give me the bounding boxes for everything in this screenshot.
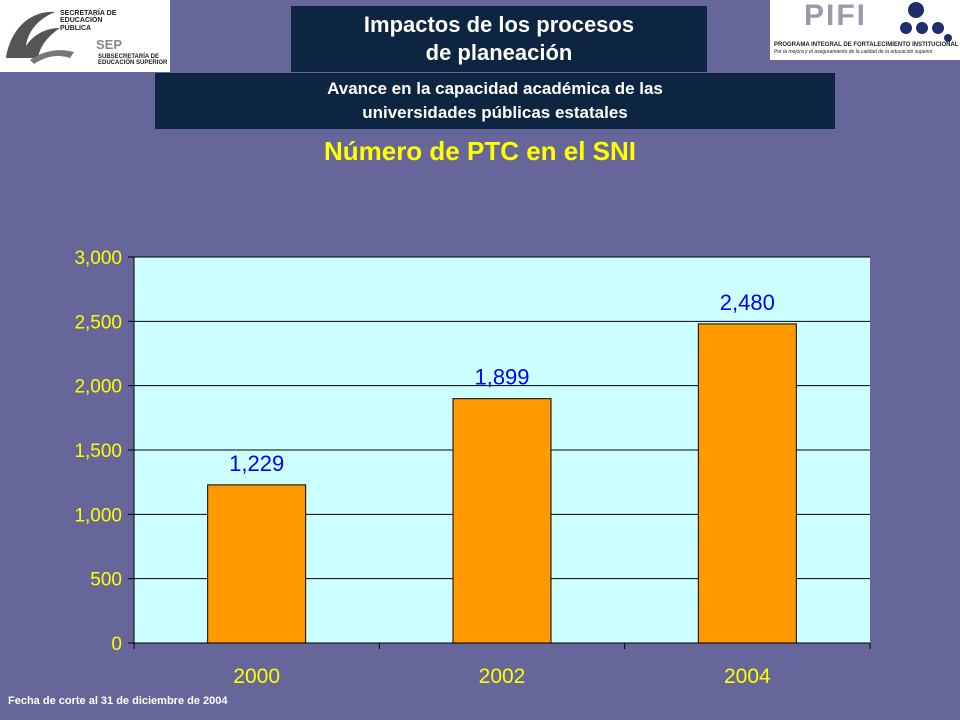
pifi-logo: PIFI PROGRAMA INTEGRAL DE FORTALECIMIENT… bbox=[770, 0, 960, 60]
sep-logo-line2: EDUCACIÓN bbox=[60, 17, 103, 25]
bar bbox=[207, 484, 307, 644]
sep-logo-mark: SEP bbox=[96, 37, 123, 52]
y-tick-label: 2,000 bbox=[74, 377, 122, 398]
eagle-emblem-icon bbox=[6, 11, 74, 64]
pifi-logo-mark: PIFI bbox=[804, 0, 868, 32]
slide-subtitle: Avance en la capacidad académica de las … bbox=[155, 73, 835, 129]
x-tick-label: 2000 bbox=[233, 665, 280, 688]
sep-logo-line3: PÚBLICA bbox=[60, 24, 92, 32]
chart-title: Número de PTC en el SNI bbox=[323, 136, 637, 166]
data-label: 2,480 bbox=[720, 290, 775, 315]
sep-logo-line5: EDUCACIÓN SUPERIOR bbox=[98, 60, 168, 67]
y-tick-label: 2,500 bbox=[74, 312, 122, 333]
pifi-logo-line2: Por la mejora y el aseguramiento de la c… bbox=[774, 49, 933, 55]
slide-title: Impactos de los procesos de planeación bbox=[291, 6, 707, 72]
y-tick-label: 1,000 bbox=[74, 505, 122, 526]
y-tick-label: 1,500 bbox=[74, 441, 122, 462]
dots-emblem-icon bbox=[900, 2, 952, 42]
slide-title-line2: de planeación bbox=[425, 40, 573, 65]
sep-logo: SECRETARÍA DE EDUCACIÓN PÚBLICA SEP SUBS… bbox=[0, 0, 170, 72]
footnote: Fecha de corte al 31 de diciembre de 200… bbox=[8, 695, 228, 707]
data-label: 1,229 bbox=[229, 451, 284, 476]
x-tick-label: 2002 bbox=[479, 665, 526, 688]
sep-logo-line4: SUBSECRETARÍA DE bbox=[98, 54, 160, 60]
pifi-logo-line1: PROGRAMA INTEGRAL DE FORTALECIMIENTO INS… bbox=[774, 42, 959, 48]
slide-title-line1: Impactos de los procesos bbox=[363, 12, 635, 37]
sep-logo-line1: SECRETARÍA DE bbox=[60, 10, 117, 17]
y-tick-label: 500 bbox=[90, 570, 122, 591]
bar bbox=[452, 398, 552, 644]
bar bbox=[697, 323, 797, 644]
y-tick-label: 3,000 bbox=[74, 248, 122, 269]
data-label: 1,899 bbox=[474, 365, 529, 390]
x-tick-label: 2004 bbox=[724, 665, 771, 688]
y-tick-label: 0 bbox=[111, 634, 122, 655]
slide-subtitle-line2: universidades públicas estatales bbox=[362, 103, 628, 122]
slide-subtitle-line1: Avance en la capacidad académica de las bbox=[327, 79, 663, 98]
